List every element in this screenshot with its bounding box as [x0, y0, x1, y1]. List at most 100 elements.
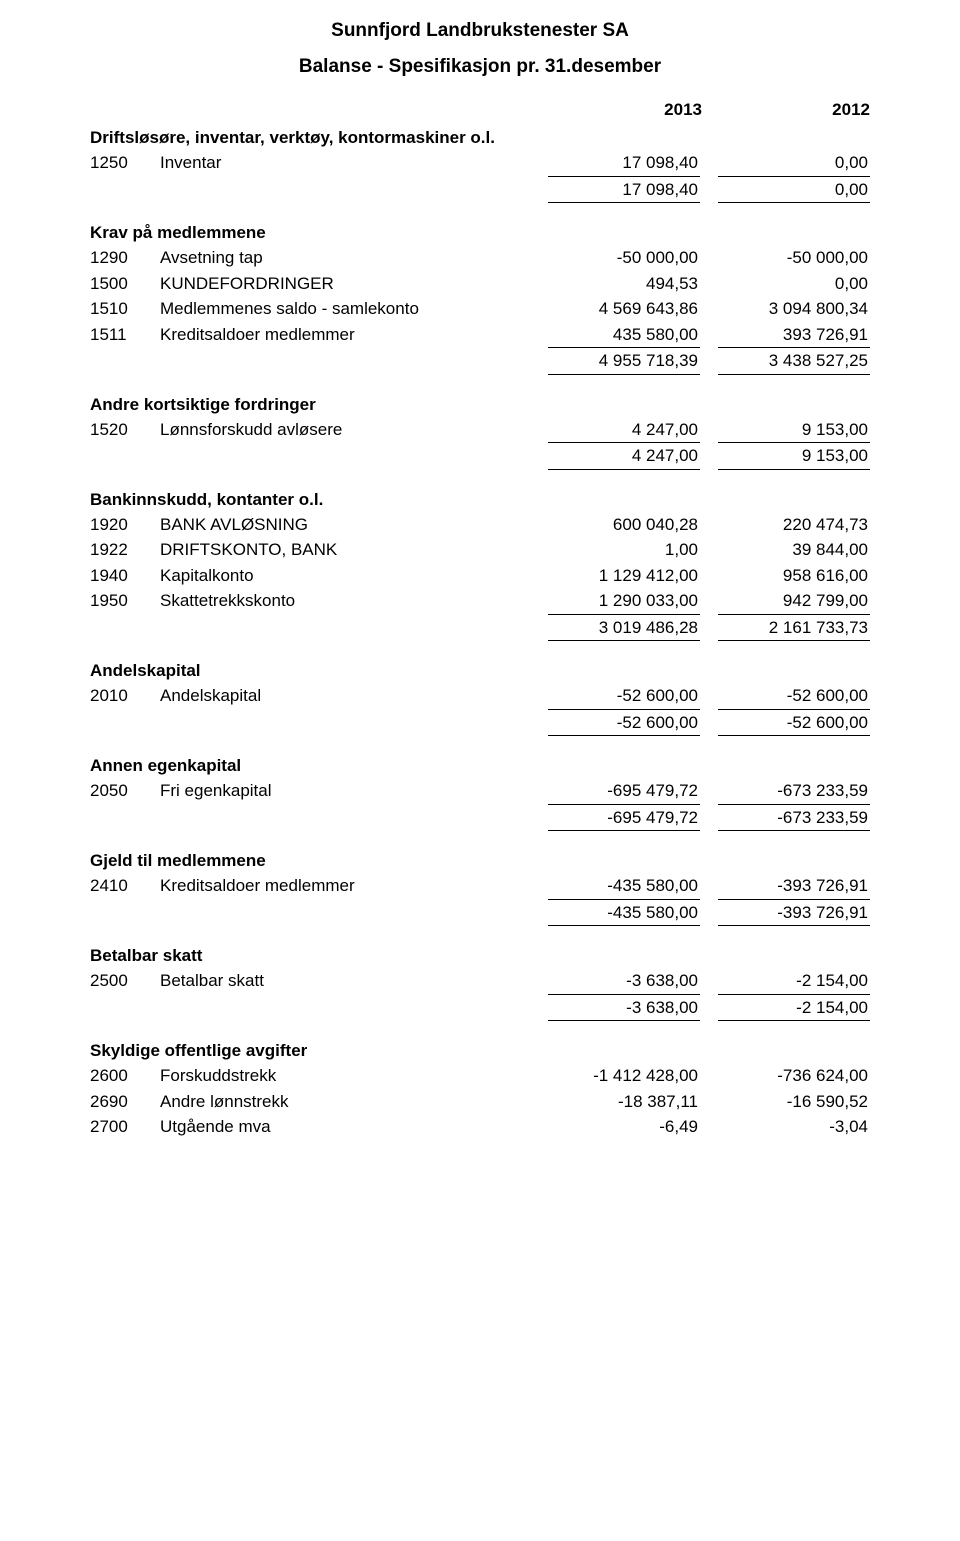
amount-y1: 4 247,00	[548, 417, 700, 443]
account-row: 1950Skattetrekkskonto1 290 033,00 942 799…	[90, 588, 870, 614]
total-y1: 4 955 718,39	[548, 347, 700, 375]
section-total-row: 4 955 718,393 438 527,25	[90, 347, 870, 375]
amount-y1: -50 000,00	[548, 245, 700, 271]
account-code: 1500	[90, 271, 160, 297]
account-label: Skattetrekkskonto	[160, 588, 548, 614]
account-code: 1940	[90, 563, 160, 589]
amount-y2: 0,00	[718, 271, 870, 297]
amount-y1: 4 569 643,86	[548, 296, 700, 322]
section-total-row: -52 600,00-52 600,00	[90, 709, 870, 737]
account-code: 1510	[90, 296, 160, 322]
report-section: Bankinnskudd, kontanter o.l.1920BANK AVL…	[90, 488, 870, 642]
total-y1: 17 098,40	[548, 176, 700, 204]
section-header: Gjeld til medlemmene	[90, 849, 870, 873]
amount-y2: 0,00	[718, 150, 870, 176]
account-label: Avsetning tap	[160, 245, 548, 271]
total-y2: -673 233,59	[718, 804, 870, 832]
account-code: 1950	[90, 588, 160, 614]
report-section: Gjeld til medlemmene2410Kreditsaldoer me…	[90, 849, 870, 926]
account-label: Kreditsaldoer medlemmer	[160, 322, 548, 348]
total-y1: 3 019 486,28	[548, 614, 700, 642]
amount-y2: 9 153,00	[718, 417, 870, 443]
amount-y1: -3 638,00	[548, 968, 700, 994]
total-y1: -52 600,00	[548, 709, 700, 737]
account-code: 2050	[90, 778, 160, 804]
section-header: Betalbar skatt	[90, 944, 870, 968]
account-label: Inventar	[160, 150, 548, 176]
section-header: Andre kortsiktige fordringer	[90, 393, 870, 417]
section-total-row: -3 638,00-2 154,00	[90, 994, 870, 1022]
amount-y2: 39 844,00	[718, 537, 870, 563]
report-section: Andre kortsiktige fordringer1520Lønnsfor…	[90, 393, 870, 470]
amount-y1: 1 290 033,00	[548, 588, 700, 614]
total-y2: -2 154,00	[718, 994, 870, 1022]
amount-y2: -50 000,00	[718, 245, 870, 271]
section-header: Krav på medlemmene	[90, 221, 870, 245]
account-label: Forskuddstrekk	[160, 1063, 548, 1089]
account-row: 1922DRIFTSKONTO, BANK1,0039 844,00	[90, 537, 870, 563]
section-total-row: -695 479,72 -673 233,59	[90, 804, 870, 832]
total-y1: -695 479,72	[548, 804, 700, 832]
year-col-2: 2012	[720, 100, 870, 120]
account-code: 1920	[90, 512, 160, 538]
report-section: Skyldige offentlige avgifter2600Forskudd…	[90, 1039, 870, 1140]
amount-y1: -6,49	[548, 1114, 700, 1140]
account-row: 2690Andre lønnstrekk-18 387,11-16 590,52	[90, 1089, 870, 1115]
amount-y2: -52 600,00	[718, 683, 870, 709]
balance-report: Sunnfjord Landbrukstenester SA Balanse -…	[0, 0, 960, 1180]
report-section: Andelskapital2010Andelskapital-52 600,00…	[90, 659, 870, 736]
total-y2: 9 153,00	[718, 442, 870, 470]
account-code: 1250	[90, 150, 160, 176]
sections-container: Driftsløsøre, inventar, verktøy, kontorm…	[90, 126, 870, 1140]
account-row: 1250Inventar17 098,400,00	[90, 150, 870, 176]
total-y2: -393 726,91	[718, 899, 870, 927]
amount-y2: 220 474,73	[718, 512, 870, 538]
company-name: Sunnfjord Landbrukstenester SA	[90, 20, 870, 42]
account-code: 2410	[90, 873, 160, 899]
amount-y2: -2 154,00	[718, 968, 870, 994]
account-label: DRIFTSKONTO, BANK	[160, 537, 548, 563]
account-label: Kapitalkonto	[160, 563, 548, 589]
account-code: 1520	[90, 417, 160, 443]
amount-y2: 942 799,00	[718, 588, 870, 614]
total-y1: -435 580,00	[548, 899, 700, 927]
amount-y2: -673 233,59	[718, 778, 870, 804]
amount-y2: -736 624,00	[718, 1063, 870, 1089]
amount-y1: -18 387,11	[548, 1089, 700, 1115]
account-code: 1290	[90, 245, 160, 271]
account-row: 2500Betalbar skatt-3 638,00 -2 154,00	[90, 968, 870, 994]
account-row: 2600Forskuddstrekk-1 412 428,00-736 624,…	[90, 1063, 870, 1089]
total-y1: 4 247,00	[548, 442, 700, 470]
total-y2: 0,00	[718, 176, 870, 204]
amount-y1: -52 600,00	[548, 683, 700, 709]
year-header-row: 2013 2012	[90, 100, 870, 120]
section-header: Skyldige offentlige avgifter	[90, 1039, 870, 1063]
account-label: BANK AVLØSNING	[160, 512, 548, 538]
amount-y1: 1,00	[548, 537, 700, 563]
section-total-row: 17 098,40 0,00	[90, 176, 870, 204]
account-row: 1290Avsetning tap-50 000,00-50 000,00	[90, 245, 870, 271]
account-row: 2410Kreditsaldoer medlemmer-435 580,00-3…	[90, 873, 870, 899]
section-header: Annen egenkapital	[90, 754, 870, 778]
account-label: Betalbar skatt	[160, 968, 548, 994]
account-row: 1520Lønnsforskudd avløsere4 247,00 9 153,…	[90, 417, 870, 443]
amount-y1: 600 040,28	[548, 512, 700, 538]
section-total-row: 3 019 486,282 161 733,73	[90, 614, 870, 642]
section-total-row: -435 580,00 -393 726,91	[90, 899, 870, 927]
account-row: 2700Utgående mva-6,49-3,04	[90, 1114, 870, 1140]
account-code: 2600	[90, 1063, 160, 1089]
amount-y1: -695 479,72	[548, 778, 700, 804]
amount-y2: -16 590,52	[718, 1089, 870, 1115]
report-section: Betalbar skatt2500Betalbar skatt-3 638,0…	[90, 944, 870, 1021]
account-row: 2010Andelskapital-52 600,00-52 600,00	[90, 683, 870, 709]
year-col-1: 2013	[552, 100, 702, 120]
account-row: 2050Fri egenkapital-695 479,72 -673 233,5…	[90, 778, 870, 804]
account-code: 2500	[90, 968, 160, 994]
account-code: 2700	[90, 1114, 160, 1140]
amount-y1: -435 580,00	[548, 873, 700, 899]
report-title: Balanse - Spesifikasjon pr. 31.desember	[90, 56, 870, 78]
account-label: Utgående mva	[160, 1114, 548, 1140]
amount-y2: 958 616,00	[718, 563, 870, 589]
account-label: Fri egenkapital	[160, 778, 548, 804]
account-label: Lønnsforskudd avløsere	[160, 417, 548, 443]
